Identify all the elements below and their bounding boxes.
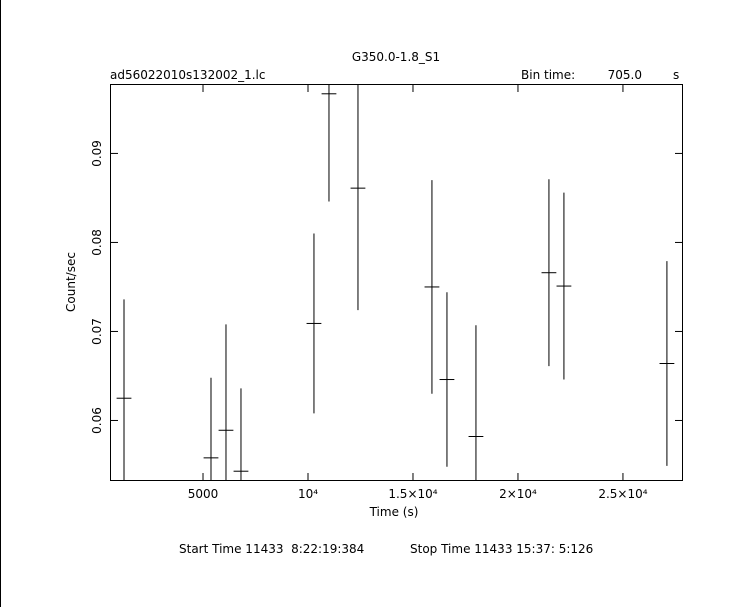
stop-time: Stop Time 11433 15:37: 5:126 [410,542,593,556]
x-tick-label: 10⁴ [298,487,318,501]
x-tick-label: 2×10⁴ [499,487,537,501]
x-tick-label: 5000 [188,487,219,501]
plot-area [116,84,675,481]
bin-time-label: Bin time: [521,68,575,82]
y-tick-label: 0.07 [90,318,104,345]
file-name: ad56022010s132002_1.lc [110,68,266,82]
y-axis-label: Count/sec [64,252,78,312]
y-tick-label: 0.09 [90,140,104,167]
y-tick-label: 0.08 [90,229,104,256]
chart-title: G350.0-1.8_S1 [352,50,440,64]
start-time: Start Time 11433 8:22:19:384 [179,542,364,556]
bin-time: 705.0 [608,68,642,82]
bin-time-unit: s [673,68,679,82]
x-tick-label: 2.5×10⁴ [598,487,647,501]
x-tick-label: 1.5×10⁴ [388,487,437,501]
y-tick-label: 0.06 [90,407,104,434]
x-axis-label: Time (s) [369,505,419,519]
plot-frame [110,84,683,481]
